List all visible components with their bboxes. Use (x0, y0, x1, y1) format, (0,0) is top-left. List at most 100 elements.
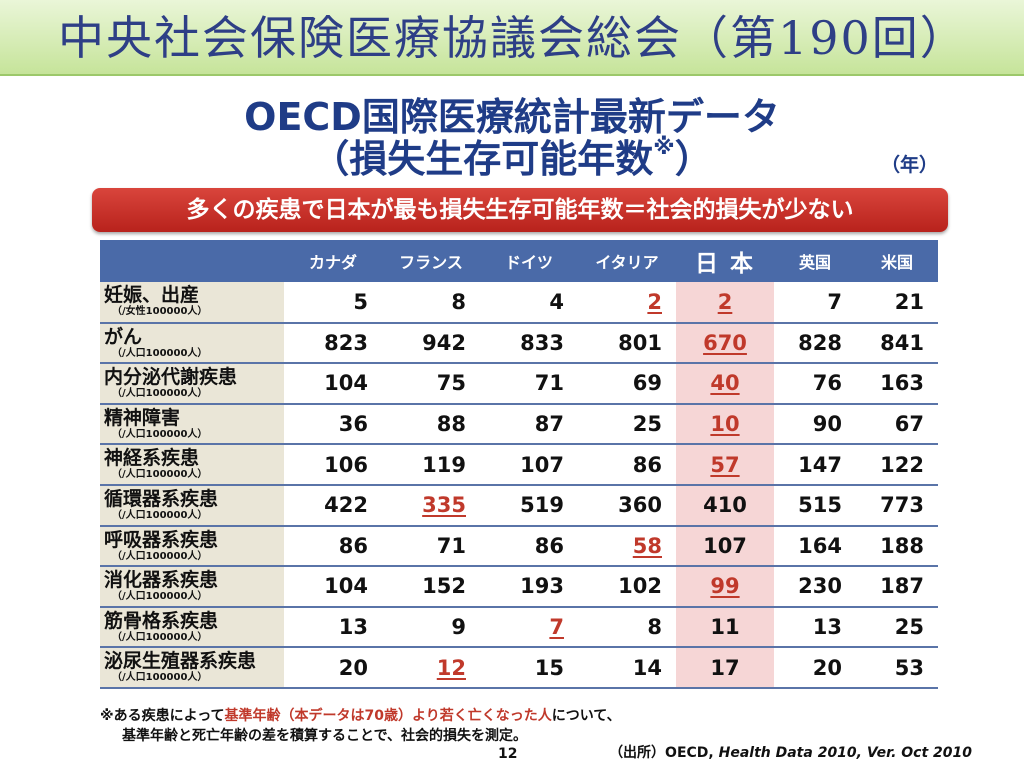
table-row: がん （/人口100000人） 823 942 833 801 670 828 841 (100, 322, 938, 365)
value-cell: 36 (284, 403, 382, 446)
cell-value: 2 (647, 289, 662, 314)
cell-value: 515 (798, 493, 842, 518)
value-cell: 87 (480, 403, 578, 446)
cell-value: 187 (880, 574, 924, 599)
table-row: 泌尿生殖器系疾患 （/人口100000人） 20 12 15 14 17 20 53 (100, 647, 938, 689)
cell-value: 119 (422, 452, 466, 477)
japan-value-cell: 11 (676, 606, 774, 649)
cell-value: 8 (647, 615, 662, 640)
value-cell: 25 (856, 606, 938, 649)
row-label-cell: 内分泌代謝疾患 （/人口100000人） (100, 363, 284, 405)
cell-value: 106 (324, 452, 368, 477)
unit-label: （年） (880, 154, 938, 176)
col-header: フランス (382, 240, 480, 282)
value-cell: 20 (284, 647, 382, 689)
row-label-cell: 循環器系疾患 （/人口100000人） (100, 484, 284, 527)
row-unit: （/人口100000人） (112, 428, 208, 440)
row-label-cell: 筋骨格系疾患 （/人口100000人） (100, 606, 284, 649)
table-row: 内分泌代謝疾患 （/人口100000人） 104 75 71 69 40 76 163 (100, 363, 938, 405)
value-cell: 71 (382, 525, 480, 568)
value-cell: 335 (382, 484, 480, 527)
japan-value-cell: 99 (676, 566, 774, 608)
cell-value: 86 (632, 452, 662, 477)
cell-value: 410 (703, 493, 747, 518)
value-cell: 15 (480, 647, 578, 689)
cell-value: 102 (618, 574, 662, 599)
value-cell: 104 (284, 566, 382, 608)
row-label-cell: 消化器系疾患 （/人口100000人） (100, 566, 284, 608)
table-row: 筋骨格系疾患 （/人口100000人） 13 9 7 8 11 13 25 (100, 606, 938, 649)
cell-value: 36 (338, 412, 368, 437)
value-cell: 90 (774, 403, 856, 446)
value-cell: 20 (774, 647, 856, 689)
value-cell: 823 (284, 322, 382, 365)
table-row: 妊娠、出産 （/女性100000人） 5 8 4 2 2 7 21 (100, 282, 938, 324)
table-row: 精神障害 （/人口100000人） 36 88 87 25 10 90 67 (100, 403, 938, 446)
table-row: 神経系疾患 （/人口100000人） 106 119 107 86 57 147 122 (100, 444, 938, 486)
value-cell: 86 (284, 525, 382, 568)
cell-value: 841 (880, 330, 924, 355)
cell-value: 86 (534, 533, 564, 558)
row-label: 循環器系疾患 (104, 487, 219, 510)
col-header: ドイツ (480, 240, 578, 282)
footnote-suffix: について、 (551, 708, 621, 724)
value-cell: 106 (284, 444, 382, 486)
row-label-cell: 妊娠、出産 （/女性100000人） (100, 282, 284, 324)
cell-value: 670 (703, 330, 747, 355)
value-cell: 188 (856, 525, 938, 568)
table-header-row: カナダ フランス ドイツ イタリア 日 本 英国 米国 (100, 240, 938, 282)
row-label: がん (104, 325, 143, 348)
cell-value: 71 (534, 371, 564, 396)
cell-value: 76 (812, 371, 842, 396)
cell-value: 122 (880, 452, 924, 477)
cell-value: 163 (880, 371, 924, 396)
reference-mark: ※ (653, 135, 675, 160)
cell-value: 773 (880, 493, 924, 518)
value-cell: 2 (578, 282, 676, 324)
cell-value: 801 (618, 330, 662, 355)
value-cell: 4 (480, 282, 578, 324)
value-cell: 828 (774, 322, 856, 365)
value-cell: 5 (284, 282, 382, 324)
value-cell: 8 (382, 282, 480, 324)
value-cell: 25 (578, 403, 676, 446)
row-label: 妊娠、出産 (104, 284, 200, 306)
cell-value: 90 (812, 412, 842, 437)
row-unit: （/人口100000人） (112, 388, 208, 400)
cell-value: 823 (324, 330, 368, 355)
col-header: 米国 (856, 240, 938, 282)
value-cell: 58 (578, 525, 676, 568)
value-cell: 519 (480, 484, 578, 527)
table-row: 呼吸器系疾患 （/人口100000人） 86 71 86 58 107 164 188 (100, 525, 938, 568)
cell-value: 230 (798, 574, 842, 599)
cell-value: 360 (618, 493, 662, 518)
cell-value: 147 (798, 452, 842, 477)
cell-value: 13 (812, 615, 842, 640)
header-corner (100, 240, 284, 282)
value-cell: 187 (856, 566, 938, 608)
row-unit: （/人口100000人） (112, 672, 208, 684)
cell-value: 2 (717, 289, 733, 314)
footnote-prefix: ※ある疾患によって (100, 708, 225, 724)
value-cell: 122 (856, 444, 938, 486)
value-cell: 360 (578, 484, 676, 527)
value-cell: 833 (480, 322, 578, 365)
cell-value: 71 (436, 533, 466, 558)
col-header: カナダ (284, 240, 382, 282)
value-cell: 9 (382, 606, 480, 649)
value-cell: 515 (774, 484, 856, 527)
cell-value: 104 (324, 574, 368, 599)
value-cell: 230 (774, 566, 856, 608)
slide-title: OECD国際医療統計最新データ (244, 95, 780, 139)
cell-value: 164 (798, 533, 842, 558)
value-cell: 193 (480, 566, 578, 608)
value-cell: 12 (382, 647, 480, 689)
value-cell: 163 (856, 363, 938, 405)
row-label-cell: 呼吸器系疾患 （/人口100000人） (100, 525, 284, 568)
key-message-banner: 多くの疾患で日本が最も損失生存可能年数＝社会的損失が少ない (92, 188, 948, 232)
value-cell: 147 (774, 444, 856, 486)
cell-value: 7 (827, 289, 842, 314)
row-label-cell: 泌尿生殖器系疾患 （/人口100000人） (100, 647, 284, 689)
cell-value: 335 (422, 493, 466, 518)
table-row: 循環器系疾患 （/人口100000人） 422 335 519 360 410 515 773 (100, 484, 938, 527)
